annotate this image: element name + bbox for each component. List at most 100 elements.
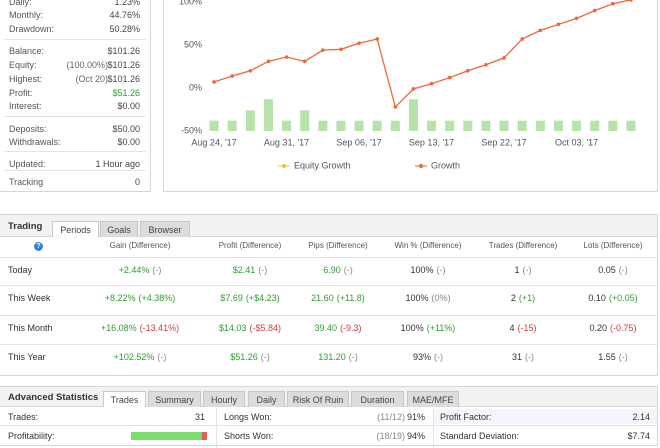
stat-value: $0.00 [117, 137, 140, 147]
cell-value: $7.69 [220, 293, 243, 303]
cell-value: 21.60 [311, 293, 334, 303]
cell-diff: (-) [618, 265, 628, 275]
stat-value: $101.26 [107, 46, 140, 56]
tab[interactable]: Risk Of Ruin [287, 391, 349, 407]
cell-diff: (-13.41%) [139, 323, 180, 333]
cell: $14.03 (-$5.84) [190, 322, 310, 334]
bar [553, 120, 563, 131]
cell-value: $14.03 [218, 323, 247, 333]
cell-value: 100% [405, 293, 429, 303]
cell-value: +8.22% [104, 293, 136, 303]
growth-point [411, 87, 416, 91]
stat-label: Balance: [9, 46, 45, 56]
cell-diff: (+$4.23) [245, 293, 280, 303]
bar [572, 120, 582, 131]
column-header: Lots (Difference) [583, 241, 643, 250]
cell-diff: (-) [157, 352, 167, 362]
growth-point [574, 16, 579, 21]
cell-diff: (-) [434, 352, 443, 362]
col-separator [216, 408, 217, 448]
bar [463, 120, 473, 131]
growth-point [447, 75, 452, 80]
growth-point [484, 62, 488, 67]
cell-value: +2.44% [118, 265, 150, 275]
stat-value: $7.74 [627, 431, 650, 441]
cell-diff: (-) [525, 352, 534, 362]
bar [354, 120, 364, 131]
cell: 2 (+1) [463, 292, 583, 304]
stat-label: Profit Factor: [440, 412, 492, 422]
tab[interactable]: Duration [351, 391, 404, 407]
y-tick-label: 100% [179, 0, 202, 6]
tab[interactable]: Summary [148, 391, 201, 407]
legend-marker [282, 164, 286, 168]
y-tick-label: 50% [184, 39, 202, 49]
growth-point [266, 59, 271, 64]
bar [227, 120, 237, 131]
tab[interactable]: Goals [100, 221, 138, 237]
cell: 100% (-) [368, 264, 488, 276]
cell-value: 0.10 [588, 293, 606, 303]
stat-note: (18/19) [376, 431, 405, 441]
stat-label: Longs Won: [224, 412, 272, 422]
row-label: Today [8, 265, 33, 275]
cell-diff: (-) [343, 265, 353, 275]
bar [517, 120, 527, 131]
cell: 21.60 (+11.8) [278, 292, 398, 304]
stat-value: $101.26 [107, 74, 140, 84]
stat-label: Standard Deviation: [440, 431, 520, 441]
row-separator [0, 285, 657, 286]
bar [263, 99, 273, 131]
bar [427, 120, 437, 131]
growth-point [302, 59, 307, 64]
cell: 100% (0%) [368, 292, 488, 304]
bar [390, 120, 400, 131]
cell-value: +16.08% [100, 323, 137, 333]
tab[interactable]: Hourly [203, 391, 245, 407]
cell-diff: (+1) [518, 293, 536, 303]
profitability-fill [131, 432, 202, 440]
cell: $2.41 (-) [190, 264, 310, 276]
row-separator [0, 425, 657, 426]
tab[interactable]: Periods [52, 221, 99, 237]
x-tick-label: Aug 31, '17 [264, 137, 309, 147]
tab[interactable]: MAE/MFE [407, 391, 459, 407]
cell-diff: (+4.38%) [138, 293, 176, 303]
growth-chart: 100% 50% 0% -50% Aug 24, '17 Aug 31, '17 Sep 0… [179, 0, 636, 170]
tab[interactable]: Trades [103, 391, 146, 407]
growth-point [556, 22, 561, 27]
bar [499, 120, 509, 131]
stat-label: Deposits: [9, 124, 47, 134]
legend-marker [419, 164, 423, 168]
cell: 4 (-15) [463, 322, 583, 334]
column-header: Profit (Difference) [218, 241, 282, 250]
bar [318, 120, 328, 131]
stat-value: 94% [406, 431, 425, 441]
separator [4, 170, 146, 171]
account-panel [0, 0, 151, 192]
cell-value: 93% [412, 352, 431, 362]
row-label: This Year [8, 352, 46, 362]
stat-value: 50.28% [109, 24, 140, 34]
tab[interactable]: Browser [140, 221, 190, 237]
cell-diff: (+11.8) [336, 293, 365, 303]
cell: 100% (+11%) [368, 322, 488, 334]
x-tick-label: Aug 24, '17 [191, 137, 236, 147]
cell-diff: (-) [618, 352, 628, 362]
trading-panel [0, 214, 658, 376]
column-header: Win % (Difference) [394, 241, 462, 250]
stat-label: Updated: [9, 159, 46, 169]
stat-value: 91% [406, 412, 425, 422]
separator [4, 39, 146, 40]
cell-value: $51.26 [230, 352, 258, 362]
separator [4, 116, 146, 117]
growth-point [284, 55, 289, 59]
cell-diff: (-) [258, 265, 268, 275]
cell: +16.08% (-13.41%) [80, 322, 200, 334]
row-separator [0, 344, 657, 345]
section-title: Trading [8, 221, 43, 232]
cell-diff: (0%) [431, 293, 451, 303]
bar [481, 120, 491, 131]
growth-point [538, 28, 543, 33]
tab[interactable]: Daily [248, 391, 285, 407]
